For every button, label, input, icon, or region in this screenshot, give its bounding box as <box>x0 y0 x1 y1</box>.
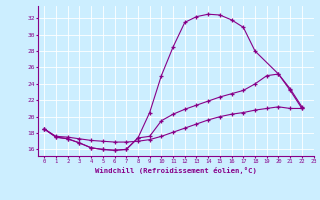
X-axis label: Windchill (Refroidissement éolien,°C): Windchill (Refroidissement éolien,°C) <box>95 167 257 174</box>
